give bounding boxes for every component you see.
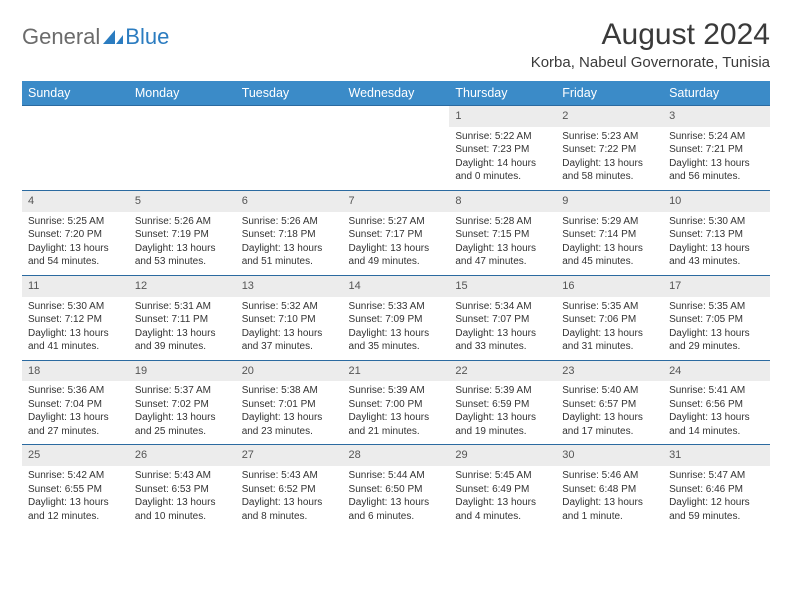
day-info-row: Sunrise: 5:36 AMSunset: 7:04 PMDaylight:… (22, 381, 770, 445)
location-text: Korba, Nabeul Governorate, Tunisia (531, 54, 770, 71)
day-info-row: Sunrise: 5:42 AMSunset: 6:55 PMDaylight:… (22, 466, 770, 529)
day-info-cell: Sunrise: 5:33 AMSunset: 7:09 PMDaylight:… (343, 297, 450, 361)
day-info-cell: Sunrise: 5:22 AMSunset: 7:23 PMDaylight:… (449, 127, 556, 191)
day-number-cell: 14 (343, 275, 450, 296)
day-number-cell: 15 (449, 275, 556, 296)
weekday-header: Saturday (663, 81, 770, 106)
day-info-cell: Sunrise: 5:30 AMSunset: 7:12 PMDaylight:… (22, 297, 129, 361)
day-number-cell: 23 (556, 360, 663, 381)
day-info-cell (343, 127, 450, 191)
title-block: August 2024 Korba, Nabeul Governorate, T… (531, 18, 770, 71)
day-number-cell: 9 (556, 190, 663, 211)
day-number-cell: 2 (556, 106, 663, 127)
day-number-cell (22, 106, 129, 127)
day-info-cell: Sunrise: 5:31 AMSunset: 7:11 PMDaylight:… (129, 297, 236, 361)
day-info-cell: Sunrise: 5:26 AMSunset: 7:18 PMDaylight:… (236, 212, 343, 276)
day-info-cell: Sunrise: 5:27 AMSunset: 7:17 PMDaylight:… (343, 212, 450, 276)
day-number-row: 45678910 (22, 190, 770, 211)
weekday-header-row: Sunday Monday Tuesday Wednesday Thursday… (22, 81, 770, 106)
calendar-table: Sunday Monday Tuesday Wednesday Thursday… (22, 81, 770, 529)
brand-text-1: General (22, 24, 100, 50)
day-info-cell: Sunrise: 5:45 AMSunset: 6:49 PMDaylight:… (449, 466, 556, 529)
weekday-header: Sunday (22, 81, 129, 106)
day-number-row: 25262728293031 (22, 445, 770, 466)
day-number-cell: 25 (22, 445, 129, 466)
page-header: General Blue August 2024 Korba, Nabeul G… (22, 18, 770, 71)
day-number-cell: 29 (449, 445, 556, 466)
day-number-cell: 22 (449, 360, 556, 381)
day-info-cell: Sunrise: 5:28 AMSunset: 7:15 PMDaylight:… (449, 212, 556, 276)
day-number-cell: 26 (129, 445, 236, 466)
day-info-cell (236, 127, 343, 191)
day-number-cell: 30 (556, 445, 663, 466)
day-info-row: Sunrise: 5:22 AMSunset: 7:23 PMDaylight:… (22, 127, 770, 191)
day-number-cell: 8 (449, 190, 556, 211)
day-number-cell: 20 (236, 360, 343, 381)
day-info-cell: Sunrise: 5:43 AMSunset: 6:52 PMDaylight:… (236, 466, 343, 529)
day-number-cell: 6 (236, 190, 343, 211)
day-number-cell: 5 (129, 190, 236, 211)
day-info-cell: Sunrise: 5:23 AMSunset: 7:22 PMDaylight:… (556, 127, 663, 191)
logo-sail-icon (103, 30, 123, 44)
day-info-cell: Sunrise: 5:30 AMSunset: 7:13 PMDaylight:… (663, 212, 770, 276)
day-number-cell: 12 (129, 275, 236, 296)
day-info-cell: Sunrise: 5:25 AMSunset: 7:20 PMDaylight:… (22, 212, 129, 276)
day-info-cell: Sunrise: 5:37 AMSunset: 7:02 PMDaylight:… (129, 381, 236, 445)
day-info-cell: Sunrise: 5:43 AMSunset: 6:53 PMDaylight:… (129, 466, 236, 529)
day-number-cell: 16 (556, 275, 663, 296)
day-info-cell: Sunrise: 5:38 AMSunset: 7:01 PMDaylight:… (236, 381, 343, 445)
day-info-cell: Sunrise: 5:34 AMSunset: 7:07 PMDaylight:… (449, 297, 556, 361)
day-number-cell (236, 106, 343, 127)
day-number-cell (129, 106, 236, 127)
day-number-cell: 24 (663, 360, 770, 381)
calendar-page: General Blue August 2024 Korba, Nabeul G… (0, 0, 792, 539)
weekday-header: Monday (129, 81, 236, 106)
weekday-header: Friday (556, 81, 663, 106)
day-number-cell: 1 (449, 106, 556, 127)
day-info-cell: Sunrise: 5:26 AMSunset: 7:19 PMDaylight:… (129, 212, 236, 276)
day-number-cell: 28 (343, 445, 450, 466)
day-info-cell: Sunrise: 5:40 AMSunset: 6:57 PMDaylight:… (556, 381, 663, 445)
weekday-header: Tuesday (236, 81, 343, 106)
day-info-cell: Sunrise: 5:44 AMSunset: 6:50 PMDaylight:… (343, 466, 450, 529)
day-number-cell (343, 106, 450, 127)
day-info-cell: Sunrise: 5:39 AMSunset: 6:59 PMDaylight:… (449, 381, 556, 445)
day-number-cell: 17 (663, 275, 770, 296)
day-info-cell: Sunrise: 5:41 AMSunset: 6:56 PMDaylight:… (663, 381, 770, 445)
day-number-cell: 10 (663, 190, 770, 211)
day-number-cell: 11 (22, 275, 129, 296)
day-info-cell (22, 127, 129, 191)
day-info-cell: Sunrise: 5:35 AMSunset: 7:05 PMDaylight:… (663, 297, 770, 361)
day-info-cell: Sunrise: 5:32 AMSunset: 7:10 PMDaylight:… (236, 297, 343, 361)
day-number-cell: 7 (343, 190, 450, 211)
weekday-header: Thursday (449, 81, 556, 106)
day-number-cell: 19 (129, 360, 236, 381)
day-info-cell: Sunrise: 5:29 AMSunset: 7:14 PMDaylight:… (556, 212, 663, 276)
calendar-body: 123Sunrise: 5:22 AMSunset: 7:23 PMDaylig… (22, 106, 770, 530)
day-info-cell: Sunrise: 5:47 AMSunset: 6:46 PMDaylight:… (663, 466, 770, 529)
day-number-row: 123 (22, 106, 770, 127)
day-info-cell: Sunrise: 5:24 AMSunset: 7:21 PMDaylight:… (663, 127, 770, 191)
day-info-row: Sunrise: 5:30 AMSunset: 7:12 PMDaylight:… (22, 297, 770, 361)
weekday-header: Wednesday (343, 81, 450, 106)
day-number-cell: 18 (22, 360, 129, 381)
day-info-row: Sunrise: 5:25 AMSunset: 7:20 PMDaylight:… (22, 212, 770, 276)
day-number-cell: 4 (22, 190, 129, 211)
day-info-cell: Sunrise: 5:39 AMSunset: 7:00 PMDaylight:… (343, 381, 450, 445)
day-info-cell (129, 127, 236, 191)
day-number-cell: 21 (343, 360, 450, 381)
day-number-cell: 31 (663, 445, 770, 466)
day-number-cell: 3 (663, 106, 770, 127)
day-number-cell: 13 (236, 275, 343, 296)
brand-text-2: Blue (125, 24, 169, 50)
month-title: August 2024 (531, 18, 770, 52)
brand-logo: General Blue (22, 18, 169, 50)
day-info-cell: Sunrise: 5:36 AMSunset: 7:04 PMDaylight:… (22, 381, 129, 445)
day-number-row: 18192021222324 (22, 360, 770, 381)
day-number-cell: 27 (236, 445, 343, 466)
day-number-row: 11121314151617 (22, 275, 770, 296)
day-info-cell: Sunrise: 5:35 AMSunset: 7:06 PMDaylight:… (556, 297, 663, 361)
day-info-cell: Sunrise: 5:42 AMSunset: 6:55 PMDaylight:… (22, 466, 129, 529)
day-info-cell: Sunrise: 5:46 AMSunset: 6:48 PMDaylight:… (556, 466, 663, 529)
